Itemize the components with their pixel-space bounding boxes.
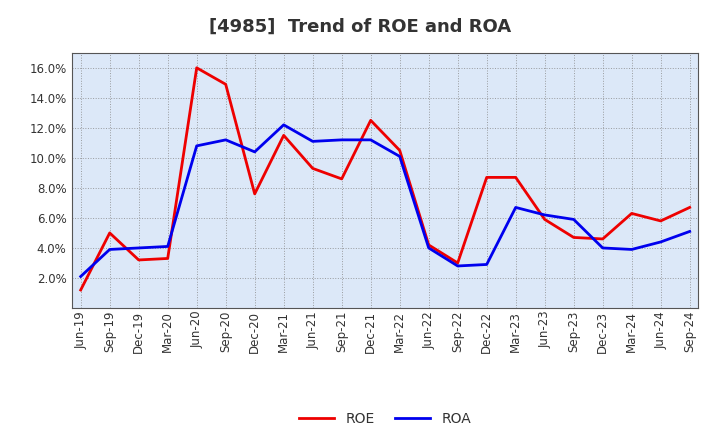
ROA [163, 244, 172, 249]
ROA [598, 246, 607, 251]
ROE [105, 230, 114, 235]
ROE [627, 211, 636, 216]
ROA [105, 247, 114, 252]
ROA [685, 229, 694, 234]
ROE [511, 175, 520, 180]
ROE [221, 82, 230, 87]
ROA [482, 262, 491, 267]
ROA [308, 139, 317, 144]
ROA [541, 212, 549, 217]
ROE [657, 218, 665, 224]
ROE [454, 260, 462, 266]
ROE [685, 205, 694, 210]
ROA [424, 246, 433, 251]
Line: ROA: ROA [81, 125, 690, 276]
ROA [338, 137, 346, 143]
ROE [366, 118, 375, 123]
ROA [454, 263, 462, 268]
Line: ROE: ROE [81, 68, 690, 290]
ROA [657, 239, 665, 245]
ROE [135, 257, 143, 263]
ROE [541, 217, 549, 222]
ROA [192, 143, 201, 149]
Legend: ROE, ROA: ROE, ROA [300, 412, 471, 426]
ROA [366, 137, 375, 143]
ROA [395, 154, 404, 159]
ROA [135, 246, 143, 251]
ROA [570, 217, 578, 222]
ROE [192, 65, 201, 70]
ROE [598, 236, 607, 242]
ROE [163, 256, 172, 261]
Text: [4985]  Trend of ROE and ROA: [4985] Trend of ROE and ROA [209, 18, 511, 36]
ROE [251, 191, 259, 197]
ROA [627, 247, 636, 252]
ROA [511, 205, 520, 210]
ROA [251, 149, 259, 154]
ROE [76, 287, 85, 293]
ROE [338, 176, 346, 182]
ROE [482, 175, 491, 180]
ROE [570, 235, 578, 240]
ROA [279, 122, 288, 128]
ROA [76, 274, 85, 279]
ROE [424, 242, 433, 248]
ROE [395, 148, 404, 153]
ROA [221, 137, 230, 143]
ROE [279, 133, 288, 138]
ROE [308, 166, 317, 171]
